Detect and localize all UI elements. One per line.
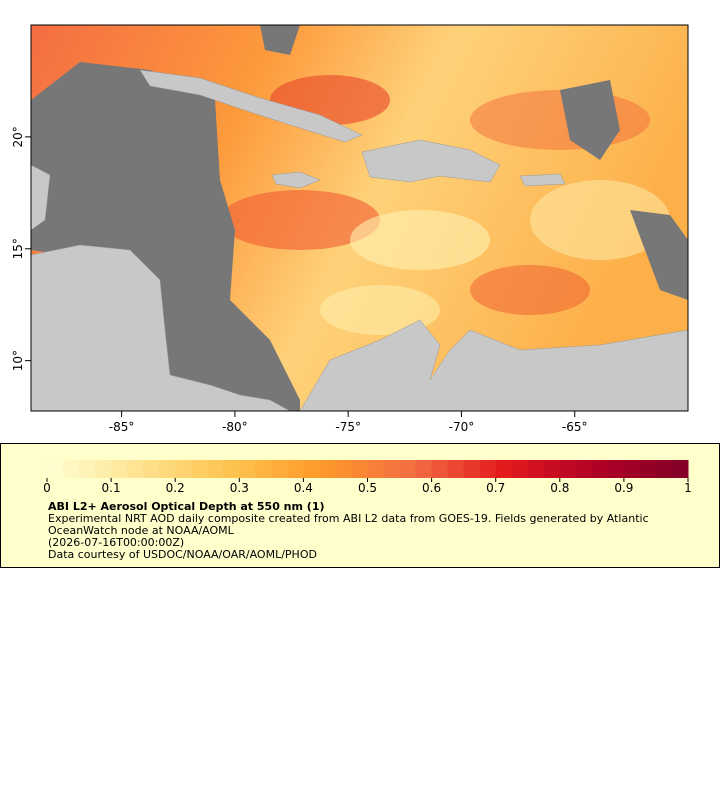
colorbar-step bbox=[559, 460, 577, 478]
colorbar-tick-label: 0.6 bbox=[422, 481, 441, 495]
colorbar-step bbox=[367, 460, 385, 478]
colorbar-step bbox=[319, 460, 336, 478]
colorbar-step bbox=[335, 460, 352, 478]
y-tick-label: 10° bbox=[11, 350, 25, 371]
colorbar-step bbox=[287, 460, 304, 478]
colorbar-step bbox=[223, 460, 240, 478]
colorbar-step bbox=[447, 460, 465, 478]
colorbar-step bbox=[191, 460, 208, 478]
colorbar-tick-label: 0.8 bbox=[550, 481, 569, 495]
colorbar-step bbox=[303, 460, 320, 478]
colorbar-step bbox=[527, 460, 545, 478]
colorbar-step bbox=[463, 460, 481, 478]
colorbar-step bbox=[79, 460, 96, 478]
colorbar-tick-label: 0.9 bbox=[614, 481, 633, 495]
colorbar-tick-label: 0.2 bbox=[166, 481, 185, 495]
colorbar-step bbox=[351, 460, 368, 478]
colorbar-step bbox=[47, 460, 64, 478]
y-tick-label: 15° bbox=[11, 238, 25, 259]
colorbar-step bbox=[575, 460, 593, 478]
x-tick-label: -65° bbox=[562, 420, 588, 434]
colorbar-tick-label: 0.4 bbox=[294, 481, 313, 495]
legend-line: (2026-07-16T00:00:00Z) bbox=[48, 536, 184, 549]
colorbar-tick-label: 1 bbox=[684, 481, 692, 495]
colorbar-step bbox=[207, 460, 224, 478]
colorbar-step bbox=[607, 460, 625, 478]
colorbar-step bbox=[639, 460, 657, 478]
colorbar-step bbox=[127, 460, 144, 478]
colorbar-step bbox=[671, 460, 689, 478]
colorbar-tick-label: 0.3 bbox=[230, 481, 249, 495]
legend-line: Data courtesy of USDOC/NOAA/OAR/AOML/PHO… bbox=[48, 548, 317, 561]
colorbar-step bbox=[255, 460, 272, 478]
colorbar-step bbox=[495, 460, 513, 478]
colorbar-step bbox=[383, 460, 401, 478]
colorbar-tick-label: 0.5 bbox=[358, 481, 377, 495]
colorbar-step bbox=[623, 460, 641, 478]
colorbar-step bbox=[159, 460, 176, 478]
colorbar-step bbox=[239, 460, 256, 478]
colorbar-tick-label: 0.1 bbox=[102, 481, 121, 495]
legend-title: ABI L2+ Aerosol Optical Depth at 550 nm … bbox=[48, 500, 325, 513]
colorbar-step bbox=[415, 460, 433, 478]
x-tick-label: -85° bbox=[109, 420, 135, 434]
map-frame bbox=[30, 24, 689, 412]
colorbar-step bbox=[111, 460, 128, 478]
colorbar-step bbox=[591, 460, 609, 478]
legend-line: Experimental NRT AOD daily composite cre… bbox=[48, 512, 649, 525]
x-tick-label: -70° bbox=[449, 420, 475, 434]
colorbar-step bbox=[479, 460, 497, 478]
colorbar-step bbox=[63, 460, 80, 478]
x-tick-label: -75° bbox=[335, 420, 361, 434]
colorbar-step bbox=[95, 460, 112, 478]
y-tick-label: 20° bbox=[11, 126, 25, 147]
legend-line: OceanWatch node at NOAA/AOML bbox=[48, 524, 235, 537]
colorbar-step bbox=[271, 460, 288, 478]
colorbar-step bbox=[143, 460, 160, 478]
colorbar-step bbox=[175, 460, 192, 478]
colorbar-step bbox=[655, 460, 673, 478]
colorbar-step bbox=[399, 460, 417, 478]
colorbar-tick-label: 0.7 bbox=[486, 481, 505, 495]
colorbar-step bbox=[511, 460, 529, 478]
x-tick-label: -80° bbox=[222, 420, 248, 434]
colorbar-tick-label: 0 bbox=[43, 481, 51, 495]
colorbar-step bbox=[543, 460, 561, 478]
colorbar-step bbox=[431, 460, 449, 478]
map-image bbox=[31, 25, 688, 411]
